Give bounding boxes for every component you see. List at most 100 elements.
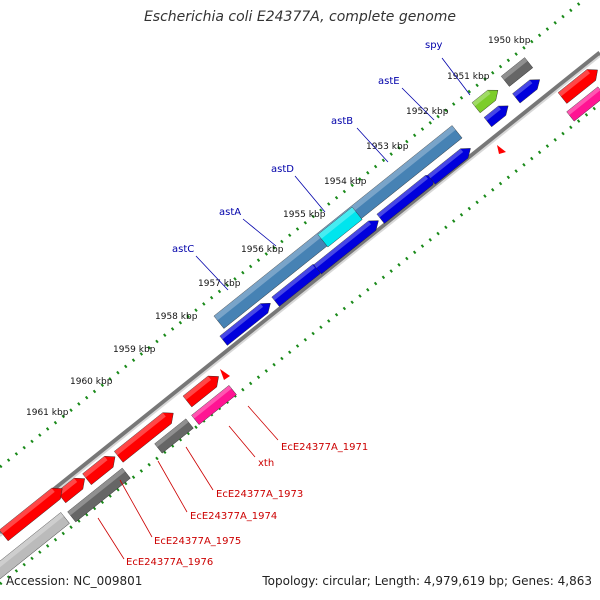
genome-backbone (0, 51, 600, 537)
label-leader (97, 517, 125, 560)
gene-red-lower-body (0, 487, 63, 542)
gene-label-astB: astB (331, 116, 353, 127)
tick-dot-tracks (0, 0, 600, 586)
gene-green-block (471, 89, 499, 114)
gene-label-EcE24377A_1975: EcE24377A_1975 (154, 536, 241, 547)
gene-astA-block-shine (317, 207, 356, 239)
gene-astA-arrow-shine (313, 220, 372, 268)
gene-red-lower (0, 487, 63, 542)
gene-1971-block-body (182, 375, 219, 408)
gene-1971-block (182, 375, 219, 408)
backbone-dark (0, 51, 600, 535)
gene-lightgray-lower (0, 512, 70, 580)
gene-gray-top (500, 57, 534, 87)
gene-label-spy: spy (425, 40, 443, 51)
gene-astE-arrow (427, 148, 471, 185)
gene-1974-block (114, 412, 174, 463)
gene-astA-arrow-body (313, 220, 379, 275)
direction-marker (220, 369, 230, 380)
gene-astB-arrow-shine (376, 175, 428, 218)
label-leader (185, 446, 214, 491)
gene-gray-lower-body (67, 467, 131, 523)
gene-label-EcE24377A_1971: EcE24377A_1971 (281, 442, 368, 453)
gene-astA-block-body (317, 206, 363, 248)
gene-1974-block-body (114, 412, 174, 463)
gene-1973-block-body (154, 418, 194, 454)
kbp-label: 1951 kbp (447, 72, 490, 82)
gene-astA-arrow (313, 220, 379, 275)
gene-xth-block (191, 385, 237, 425)
kbp-label: 1955 kbp (283, 210, 326, 220)
gene-xth-block-shine (191, 385, 232, 419)
kbp-tick-labels: 1950 kbp 1951 kbp 1952 kbp 1953 kbp 1954 kbp… (26, 36, 531, 418)
label-leader (157, 460, 188, 513)
gene-spy-arrow-body (483, 105, 509, 128)
gene-green-block-shine (472, 90, 491, 107)
gene-red-top (557, 69, 598, 104)
kbp-label: 1952 kbp (406, 107, 449, 117)
gene-1975-block-body (82, 456, 116, 485)
gene-label-EcE24377A_1973: EcE24377A_1973 (216, 489, 303, 500)
gene-label-xth: xth (258, 458, 274, 469)
gene-astA-block (317, 206, 363, 248)
gene-astE-arrow-body (427, 148, 471, 185)
accession-text: Accession: NC_009801 (6, 574, 143, 588)
gene-red-top-shine (558, 69, 591, 97)
gene-gray-lower-shine (67, 468, 126, 516)
label-leader (119, 479, 153, 538)
gene-1976-block-body (56, 477, 85, 504)
label-leader (401, 87, 435, 121)
gene-label-EcE24377A_1976: EcE24377A_1976 (126, 557, 213, 568)
gene-1974-block-shine (114, 412, 166, 456)
gene-magenta-top (566, 86, 600, 122)
gene-astC-arrow-shine (219, 303, 264, 340)
gene-gray-lower (67, 467, 131, 523)
gene-magenta-top-body (566, 86, 600, 122)
gene-1949-arrow (512, 79, 540, 104)
gene-red-lower-shine (0, 488, 55, 534)
kbp-label: 1956 kbp (241, 245, 284, 255)
backbone-light (0, 55, 600, 537)
gene-1971-block-shine (183, 376, 212, 400)
gene-astC-arrow-body (219, 303, 271, 346)
kbp-label: 1957 kbp (198, 279, 241, 289)
gene-label-EcE24377A_1974: EcE24377A_1974 (190, 511, 277, 522)
kbp-label: 1961 kbp (26, 408, 69, 418)
kbp-label: 1953 kbp (366, 142, 409, 152)
gene-spy-arrow-shine (484, 106, 501, 121)
label-leader (247, 405, 279, 441)
tick-dot-track (0, 0, 587, 469)
gene-1949-arrow-shine (512, 79, 533, 97)
topology-summary: Topology: circular; Length: 4,979,619 bp… (262, 574, 592, 588)
label-leader (441, 57, 471, 96)
kbp-label: 1960 kbp (70, 377, 113, 387)
gene-1975-block-shine (82, 456, 108, 478)
gene-spy-arrow (483, 105, 509, 128)
gene-gray-top-body (500, 57, 534, 87)
label-leader (294, 175, 326, 213)
gene-astC-arrow (219, 303, 271, 346)
label-leader (356, 127, 389, 163)
direction-marker (497, 145, 506, 154)
gene-label-astD: astD (271, 164, 294, 175)
upper-gene-labels: spy astE astB astD astA astC (172, 40, 471, 291)
gene-magenta-top-shine (566, 86, 600, 116)
gene-xth-block-body (191, 385, 237, 425)
label-leader (242, 218, 277, 247)
kbp-label: 1950 kbp (488, 36, 531, 46)
gene-1949-arrow-body (512, 79, 540, 104)
gene-1975-block (82, 456, 116, 485)
label-leader (228, 425, 256, 458)
gene-green-block-body (471, 89, 499, 114)
label-leader (195, 255, 229, 291)
gene-lightgray-lower-shine (0, 512, 64, 573)
gene-astD-arrow-shine (271, 264, 316, 301)
kbp-label: 1954 kbp (324, 177, 367, 187)
gene-tracks (0, 57, 600, 580)
gene-1973-block (154, 418, 194, 454)
kbp-label: 1958 kbp (155, 312, 198, 322)
gene-red-top-body (557, 69, 598, 104)
